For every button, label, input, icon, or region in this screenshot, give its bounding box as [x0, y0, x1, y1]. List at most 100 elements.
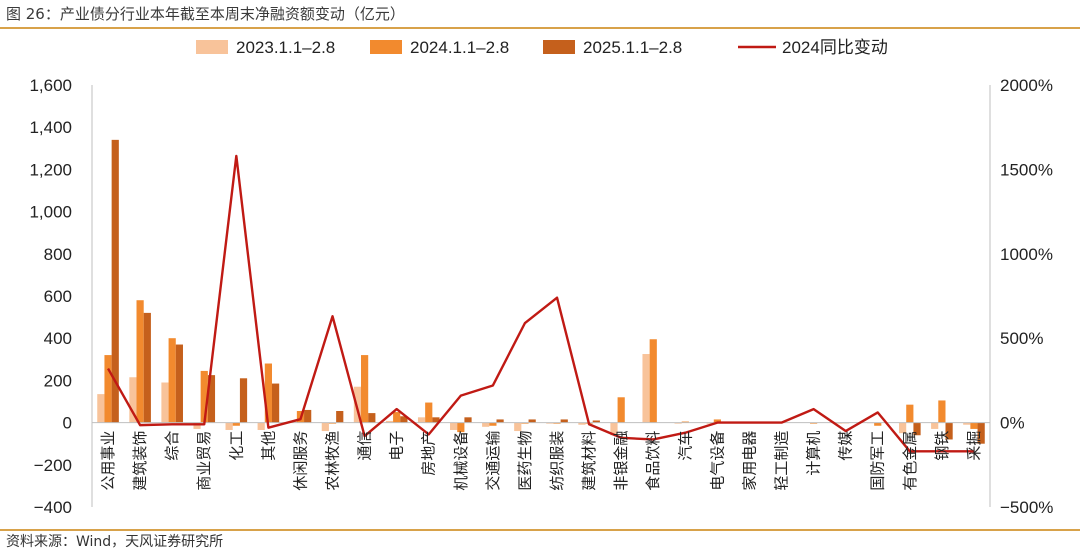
line-series [106, 154, 974, 453]
bar [913, 422, 921, 436]
bar [931, 422, 939, 429]
bar [464, 417, 472, 423]
bar [617, 397, 625, 423]
bar [610, 422, 618, 436]
y-tick-label: 1,200 [29, 160, 72, 179]
category-label: 电气设备 [708, 431, 726, 491]
bar [336, 411, 344, 423]
bar [457, 422, 465, 433]
y2-tick-label: 500% [1000, 329, 1043, 348]
bar [207, 375, 216, 423]
bar [368, 413, 376, 423]
category-label: 非银金融 [612, 431, 630, 491]
bar [489, 422, 497, 426]
bar [514, 422, 522, 432]
category-label: 传媒 [837, 431, 855, 461]
y-tick-label: 800 [44, 245, 72, 264]
bottom-divider [0, 529, 1080, 531]
bar [361, 355, 369, 423]
bar [143, 312, 151, 423]
bar [553, 422, 561, 424]
y-tick-label: −400 [34, 498, 72, 517]
y-tick-label: 1,400 [29, 118, 72, 137]
category-label: 有色金属 [901, 431, 919, 491]
bar [578, 422, 586, 425]
y-tick-label: 1,600 [29, 76, 72, 95]
legend-label: 2024.1.1–2.8 [410, 38, 509, 57]
bar [321, 422, 329, 432]
y-tick-label: 400 [44, 329, 72, 348]
bar [111, 139, 119, 423]
category-label: 其他 [259, 431, 277, 461]
category-label: 商业贸易 [195, 431, 213, 491]
bar [546, 422, 554, 424]
bar [496, 419, 504, 423]
category-label: 钢铁 [933, 431, 951, 461]
y-tick-label: 200 [44, 371, 72, 390]
category-label: 家用电器 [740, 431, 758, 491]
category-label: 休闲服务 [291, 431, 309, 491]
legend: 2023.1.1–2.8 2024.1.1–2.8 2025.1.1–2.8 2024… [196, 38, 888, 57]
bar [257, 422, 265, 430]
category-label: 综合 [163, 431, 181, 461]
bar [810, 422, 818, 424]
bar [528, 419, 536, 423]
bar [232, 422, 240, 426]
y2-tick-label: −500% [1000, 498, 1053, 517]
y-tick-label: −200 [34, 456, 72, 475]
category-label: 食品饮料 [644, 431, 662, 491]
bar [560, 419, 568, 423]
category-label: 纺织服装 [548, 431, 566, 491]
bar [400, 416, 408, 423]
bar [713, 419, 721, 423]
legend-label: 2023.1.1–2.8 [236, 38, 335, 57]
legend-label: 2025.1.1–2.8 [583, 38, 682, 57]
y2-tick-label: 1000% [1000, 245, 1053, 264]
y2-tick-label: 0% [1000, 414, 1025, 433]
bar [168, 338, 176, 423]
bar [175, 344, 183, 423]
category-label: 医药生物 [516, 431, 534, 491]
category-label: 建筑装饰 [131, 431, 149, 491]
bars [97, 139, 985, 444]
bar [264, 363, 272, 423]
y-tick-label: 0 [63, 414, 72, 433]
bar [432, 417, 440, 423]
category-label: 轻工制造 [773, 431, 791, 491]
category-label: 化工 [227, 431, 245, 461]
bar [906, 404, 914, 423]
bar [674, 422, 682, 424]
y2-tick-label: 1500% [1000, 160, 1053, 179]
bar [425, 402, 433, 423]
category-label: 公用事业 [99, 431, 117, 491]
bar [963, 422, 971, 425]
bar [977, 422, 985, 444]
bar [129, 377, 137, 423]
bar [899, 422, 907, 434]
legend-swatch [543, 40, 575, 54]
bar [193, 422, 201, 429]
category-label: 汽车 [676, 431, 694, 461]
bar [938, 400, 946, 423]
top-divider [0, 27, 1080, 29]
y2-tick-label: 2000% [1000, 76, 1053, 95]
category-label: 交通运输 [484, 431, 502, 491]
category-label: 采掘 [965, 431, 983, 461]
bar [393, 412, 401, 423]
bar [104, 355, 112, 423]
category-label: 国防军工 [869, 431, 887, 491]
category-label: 机械设备 [452, 431, 470, 491]
category-label: 计算机 [805, 431, 823, 476]
bar [945, 422, 953, 440]
legend-label: 2024同比变动 [782, 38, 888, 57]
bar [642, 354, 650, 423]
category-label: 通信 [356, 431, 374, 461]
bar [706, 422, 714, 424]
bar [482, 422, 490, 427]
bar [328, 422, 337, 424]
bar [200, 370, 208, 423]
bar [874, 422, 882, 426]
bar [834, 422, 843, 424]
bar [304, 409, 312, 423]
